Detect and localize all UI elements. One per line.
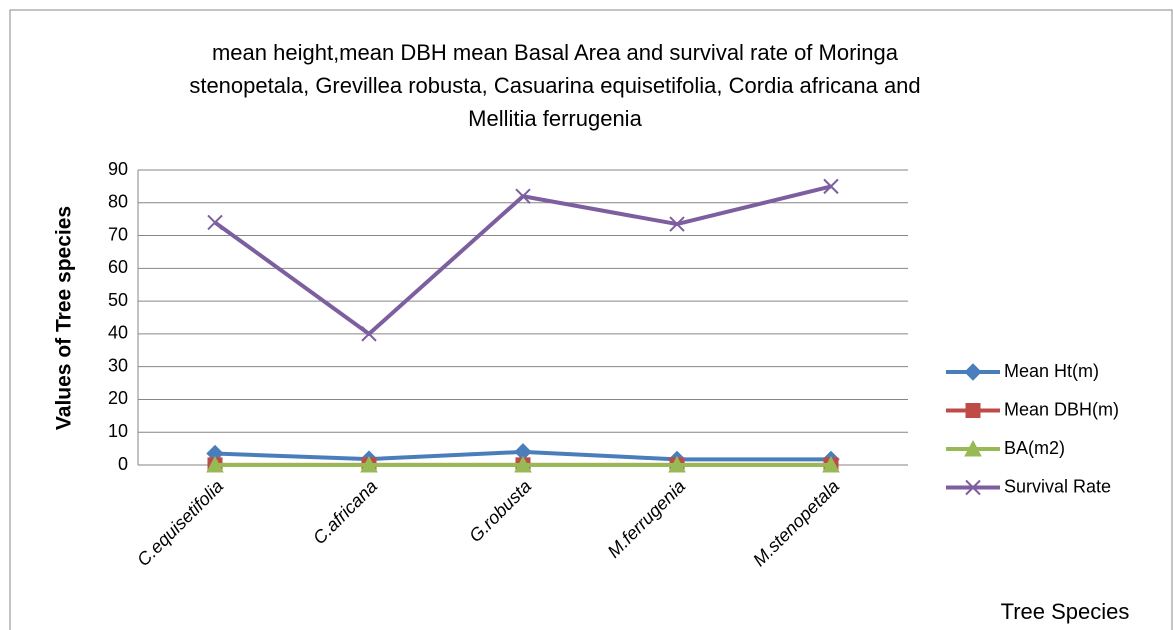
y-tick-label: 40 [108, 323, 128, 343]
data-point [206, 455, 224, 473]
data-point [207, 214, 223, 231]
legend-marker [965, 403, 981, 418]
y-tick-label: 70 [108, 224, 128, 244]
y-tick-label: 30 [108, 355, 128, 375]
data-point [360, 455, 378, 473]
y-tick-label: 50 [108, 290, 128, 310]
y-tick-label: 20 [108, 388, 128, 408]
data-point [823, 178, 839, 195]
data-point [668, 455, 686, 473]
y-tick-label: 0 [118, 454, 128, 474]
legend-label: BA(m2) [1004, 438, 1065, 458]
data-point [361, 326, 377, 342]
data-point [669, 216, 685, 232]
chart-title: mean height,mean DBH mean Basal Area and… [189, 40, 921, 131]
legend-label: Survival Rate [1004, 476, 1111, 496]
y-axis-title: Values of Tree species [53, 206, 76, 430]
y-tick-label: 60 [108, 257, 128, 277]
data-point [822, 455, 840, 473]
y-tick-label: 80 [108, 192, 128, 212]
legend-marker [964, 363, 982, 381]
legend-label: Mean Ht(m) [1004, 361, 1099, 381]
y-tick-label: 10 [108, 421, 128, 441]
legend-label: Mean DBH(m) [1004, 399, 1119, 419]
data-point [515, 188, 531, 204]
x-axis-title: Tree Species [1001, 599, 1130, 624]
legend-marker [964, 439, 982, 457]
legend-marker [965, 479, 981, 496]
data-point [514, 455, 532, 473]
y-tick-label: 90 [108, 159, 128, 179]
chart-border [9, 9, 1173, 630]
